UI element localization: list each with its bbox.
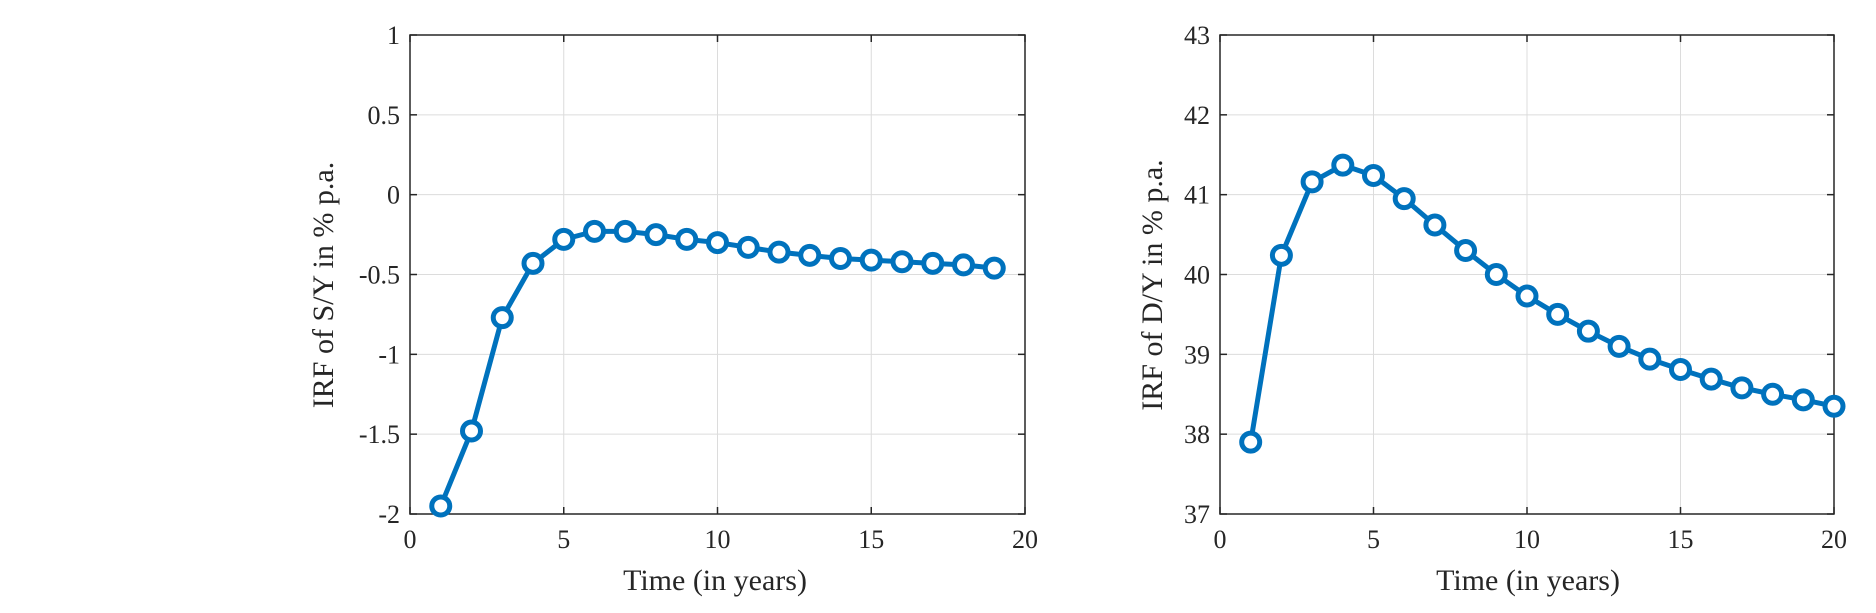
- left-chart-data-point: [460, 419, 483, 443]
- left-chart-data-point: [552, 227, 576, 251]
- right-chart-data-point: [1239, 430, 1263, 454]
- right-chart-ytick-label: 42: [1184, 101, 1210, 130]
- left-chart-panel: 0 5 10 15 20 -2 -1.5 -1 -0.5 0 0.5 1 Time (in years…: [307, 21, 1038, 597]
- right-chart-data-point: [1454, 239, 1478, 263]
- left-chart-data-point: [583, 219, 606, 243]
- left-chart-ytick-label: 0.5: [368, 101, 401, 130]
- left-chart-ytick-label: 0: [387, 181, 400, 210]
- right-chart-data-point: [1730, 376, 1754, 400]
- left-chart-ylabel: IRF of S/Y in % p.a.: [307, 162, 340, 408]
- right-chart-xtick-label: 15: [1668, 525, 1694, 554]
- left-chart-data-point: [829, 247, 852, 271]
- left-chart-data-point: [890, 250, 914, 274]
- right-chart-ytick-label: 43: [1184, 21, 1210, 50]
- right-chart-data-point: [1791, 388, 1815, 412]
- left-chart-data-point: [429, 494, 453, 518]
- right-chart-xtick-label: 10: [1514, 525, 1540, 554]
- right-chart-ytick-label: 40: [1184, 261, 1210, 290]
- right-chart-data-point: [1362, 164, 1385, 188]
- right-chart-data-point: [1269, 243, 1293, 267]
- left-chart-axes-frame: [409, 34, 1026, 515]
- right-chart-data-point: [1822, 394, 1846, 418]
- left-chart-data-point: [490, 306, 514, 330]
- right-chart-data-point: [1423, 213, 1447, 237]
- right-chart-data-point: [1761, 382, 1785, 406]
- left-chart-xlabel: Time (in years): [623, 564, 807, 597]
- left-chart-data-point: [736, 235, 760, 259]
- left-chart-ytick-label: -0.5: [359, 261, 400, 290]
- right-chart-xtick-label: 0: [1214, 525, 1227, 554]
- left-chart-xtick-label: 5: [557, 525, 570, 554]
- right-chart-axes-frame: [1219, 34, 1835, 515]
- left-chart-xtick-label: 0: [404, 525, 417, 554]
- right-chart-panel: 0 5 10 15 20 37 38 39 40 41 42 43 Time (in years) I…: [1136, 21, 1847, 597]
- left-chart-data-point: [644, 223, 668, 247]
- left-chart-data-point: [859, 248, 883, 272]
- right-chart-ytick-label: 41: [1184, 181, 1210, 210]
- right-chart-ylabel: IRF of D/Y in % p.a.: [1136, 159, 1169, 410]
- right-chart-xlabel: Time (in years): [1436, 564, 1620, 597]
- right-chart-xtick-label: 5: [1367, 525, 1380, 554]
- right-chart-data-point: [1515, 284, 1539, 308]
- right-chart-data-point: [1484, 263, 1508, 286]
- left-chart-ytick-label: -1.5: [359, 420, 400, 449]
- right-chart-ytick-label: 39: [1184, 340, 1210, 369]
- left-chart-ytick-label: -1: [378, 340, 400, 369]
- right-chart-ytick-label: 37: [1184, 500, 1210, 529]
- right-chart-data-point: [1546, 302, 1570, 326]
- right-chart-data-point: [1669, 358, 1692, 382]
- right-chart-ytick-label: 38: [1184, 420, 1210, 449]
- left-chart-data-point: [706, 231, 729, 255]
- right-chart-data-point: [1392, 187, 1416, 211]
- left-chart-data-point: [767, 240, 791, 264]
- left-chart-data-point: [675, 227, 699, 251]
- left-chart-data-point: [982, 256, 1006, 280]
- right-chart-data-point: [1576, 319, 1600, 343]
- right-chart-data-point: [1699, 367, 1723, 391]
- left-chart-data-point: [952, 253, 975, 277]
- left-chart-data-point: [613, 219, 637, 243]
- right-chart-data-point: [1607, 334, 1631, 358]
- right-chart-xtick-label: 20: [1821, 525, 1847, 554]
- right-chart-data-point: [1638, 347, 1662, 371]
- left-chart-ytick-label: -2: [378, 500, 400, 529]
- left-chart-xtick-label: 20: [1012, 525, 1038, 554]
- left-chart-data-point: [921, 251, 945, 275]
- left-chart-xtick-label: 15: [858, 525, 884, 554]
- left-chart-xtick-label: 10: [705, 525, 731, 554]
- left-chart-data-point: [521, 251, 545, 275]
- right-chart-data-point: [1300, 170, 1324, 194]
- right-chart-data-point: [1331, 153, 1355, 177]
- left-chart-ytick-label: 1: [387, 21, 400, 50]
- left-chart-data-point: [798, 243, 822, 267]
